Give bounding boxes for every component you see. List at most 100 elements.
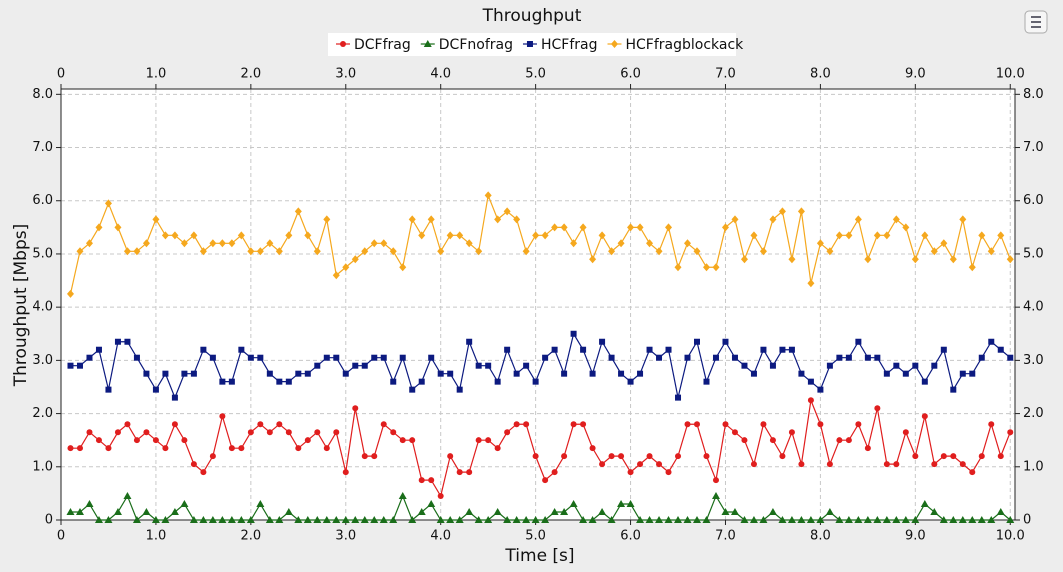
marker (456, 386, 463, 393)
marker (675, 394, 682, 401)
marker (665, 223, 673, 232)
marker (864, 445, 871, 452)
marker (940, 346, 947, 353)
marker (513, 215, 521, 224)
marker (466, 338, 473, 345)
marker (199, 247, 207, 256)
marker (816, 516, 825, 523)
marker (408, 516, 417, 523)
marker (931, 362, 938, 369)
marker (835, 516, 844, 523)
marker (123, 247, 131, 256)
marker (636, 516, 645, 523)
marker (456, 231, 464, 240)
marker (778, 516, 787, 523)
marker (911, 255, 919, 264)
x-tick-label: 8.0 (810, 529, 831, 544)
marker (304, 437, 311, 444)
marker (826, 362, 833, 369)
marker (978, 231, 986, 240)
marker (408, 215, 416, 224)
marker (276, 378, 283, 385)
y-tick-label-right: 3.0 (1023, 353, 1044, 368)
marker (340, 41, 346, 47)
marker (513, 421, 520, 428)
marker (977, 516, 986, 523)
marker (152, 437, 159, 444)
series (66, 191, 1014, 298)
x-tick-label-top: 3.0 (335, 67, 356, 82)
marker (532, 231, 540, 240)
marker (598, 231, 606, 240)
marker (285, 378, 292, 385)
marker (75, 508, 84, 516)
marker (114, 429, 121, 436)
marker (265, 516, 274, 523)
marker (930, 508, 939, 516)
marker (722, 338, 729, 345)
marker (560, 508, 569, 516)
marker (304, 231, 312, 240)
marker (836, 354, 843, 361)
legend-item: DCFfrag (336, 37, 411, 53)
marker (322, 516, 331, 523)
marker (684, 354, 691, 361)
marker (845, 231, 853, 240)
y-tick-label-right: 8.0 (1023, 87, 1044, 102)
marker (67, 445, 74, 452)
marker (721, 508, 730, 516)
marker (485, 362, 492, 369)
marker (437, 493, 444, 500)
marker (475, 362, 482, 369)
marker (759, 247, 767, 256)
y-tick-label: 2.0 (32, 406, 53, 421)
marker (95, 346, 102, 353)
marker (266, 370, 273, 377)
marker (551, 469, 558, 476)
marker (304, 370, 311, 377)
x-tick-label-top: 1.0 (146, 67, 167, 82)
marker (901, 516, 910, 523)
marker (969, 370, 976, 377)
x-axis-label: Time [s] (504, 546, 574, 566)
button-icon[interactable] (1031, 16, 1041, 28)
marker (645, 516, 654, 523)
marker (522, 516, 531, 523)
marker (143, 370, 150, 377)
marker (712, 354, 719, 361)
marker (295, 445, 302, 452)
marker (845, 354, 852, 361)
marker (181, 437, 188, 444)
marker (133, 247, 141, 256)
marker (997, 231, 1005, 240)
marker (627, 378, 634, 385)
marker (902, 429, 909, 436)
marker (275, 516, 284, 523)
marker (493, 508, 502, 516)
settings-button[interactable] (1024, 10, 1048, 34)
marker (151, 516, 160, 523)
marker (523, 421, 530, 428)
marker (76, 247, 84, 256)
marker (1006, 516, 1015, 523)
marker (256, 247, 264, 256)
marker (485, 437, 492, 444)
marker (570, 239, 578, 248)
legend-label: DCFfrag (354, 37, 411, 53)
marker (599, 461, 606, 468)
marker (76, 445, 83, 452)
marker (693, 247, 701, 256)
marker (228, 445, 235, 452)
marker (883, 370, 890, 377)
marker (132, 516, 141, 523)
marker (352, 362, 359, 369)
marker (531, 516, 540, 523)
marker (760, 421, 767, 428)
marker (912, 453, 919, 460)
marker (504, 346, 511, 353)
marker (133, 437, 140, 444)
marker (939, 516, 948, 523)
marker (123, 492, 132, 500)
marker (769, 437, 776, 444)
marker (542, 477, 549, 484)
